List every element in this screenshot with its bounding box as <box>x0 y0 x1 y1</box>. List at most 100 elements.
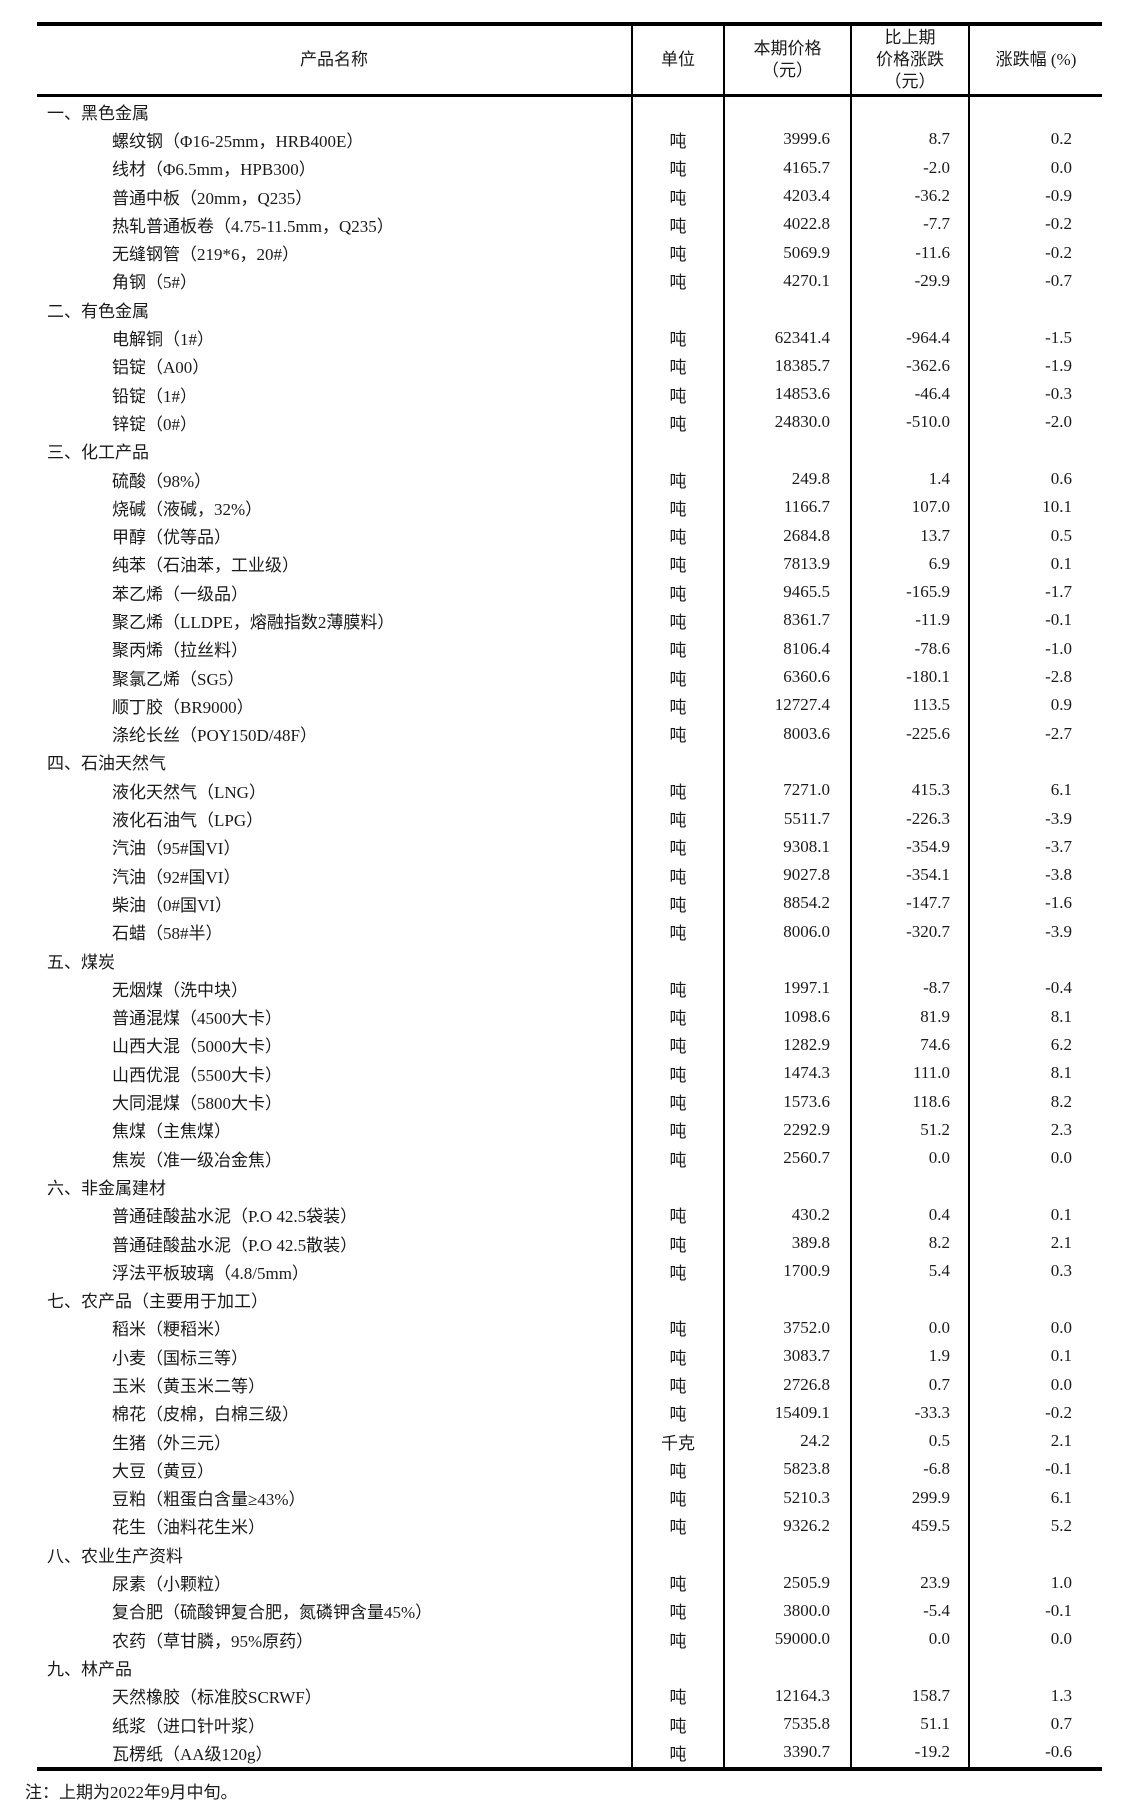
product-row: 石蜡（58#半）吨 8006.0 -320.7 -3.9 <box>37 917 1102 946</box>
header-current-price-line1: 本期价格 <box>753 39 822 58</box>
unit-cell: 吨 <box>633 1483 725 1512</box>
header-price-change-line2: 价格涨跌 <box>876 50 944 69</box>
price-cell <box>725 295 852 324</box>
product-row: 瓦楞纸（AA级120g）吨 3390.7 -19.2 -0.6 <box>37 1738 1102 1767</box>
price-cell: 1282.9 <box>725 1030 852 1060</box>
section-row: 三、化工产品 <box>37 436 1102 465</box>
unit-cell: 千克 <box>633 1426 725 1456</box>
product-name-cell: 甲醇（优等品） <box>37 521 633 550</box>
unit-cell: 吨 <box>633 804 725 833</box>
product-name-cell: 苯乙烯（一级品） <box>37 578 633 607</box>
change-cell: 8.7 <box>852 125 970 154</box>
product-row: 豆粕（粗蛋白含量≥43%）吨 5210.3 299.9 6.1 <box>37 1483 1102 1512</box>
product-name-cell: 普通混煤（4500大卡） <box>37 1002 633 1031</box>
pct-cell: 6.2 <box>1050 1034 1072 1054</box>
pct-cell: 2.1 <box>1050 1233 1072 1253</box>
unit-cell: 吨 <box>633 210 725 239</box>
unit-cell: 吨 <box>633 1455 725 1484</box>
pct-cell: -0.4 <box>1045 978 1072 998</box>
product-row: 普通硅酸盐水泥（P.O 42.5散装）吨 389.8 8.2 2.1 <box>37 1228 1102 1258</box>
change-cell: -354.1 <box>852 861 970 890</box>
pct-cell: -0.1 <box>1045 610 1072 630</box>
header-product-name: 产品名称 <box>37 26 633 94</box>
product-name-cell: 小麦（国标三等） <box>37 1342 633 1371</box>
price-cell <box>725 436 852 465</box>
change-cell: -33.3 <box>852 1398 970 1427</box>
pct-cell: 0.5 <box>1050 525 1072 545</box>
unit-cell: 吨 <box>633 606 725 635</box>
change-cell: 51.2 <box>852 1115 970 1144</box>
product-row: 农药（草甘膦，95%原药）吨 59000.0 0.0 0.0 <box>37 1625 1102 1654</box>
unit-cell: 吨 <box>633 125 725 154</box>
product-name-cell: 硫酸（98%） <box>37 464 633 494</box>
pct-cell <box>970 437 1102 465</box>
section-row: 四、石油天然气 <box>37 747 1102 777</box>
price-cell: 8106.4 <box>725 634 852 663</box>
unit-cell: 吨 <box>633 1115 725 1144</box>
pct-cell: -0.1 <box>1045 1459 1072 1479</box>
unit-cell: 吨 <box>633 578 725 607</box>
product-name-cell: 无烟煤（洗中块） <box>37 974 633 1003</box>
unit-cell: 吨 <box>633 1596 725 1626</box>
price-cell: 14853.6 <box>725 379 852 409</box>
unit-cell: 吨 <box>633 1200 725 1229</box>
pct-cell <box>970 1172 1102 1200</box>
pct-cell: 0.1 <box>1050 553 1072 573</box>
unit-cell: 吨 <box>633 153 725 182</box>
header-current-price: 本期价格 （元） <box>725 26 852 94</box>
product-name-cell: 涤纶长丝（POY150D/48F） <box>37 719 633 748</box>
price-cell: 3083.7 <box>725 1342 852 1371</box>
unit-cell: 吨 <box>633 181 725 211</box>
change-cell <box>852 945 970 975</box>
change-cell: 113.5 <box>852 691 970 720</box>
product-name-cell: 棉花（皮棉，白棉三级） <box>37 1398 633 1427</box>
product-row: 线材（Φ6.5mm，HPB300）吨 4165.7 -2.0 0.0 <box>37 153 1102 182</box>
header-price-change-line1: 比上期 <box>884 28 936 47</box>
unit-cell: 吨 <box>633 266 725 296</box>
pct-cell <box>970 1653 1102 1681</box>
unit-cell: 吨 <box>633 1625 725 1654</box>
pct-cell <box>970 1285 1102 1313</box>
change-cell: 111.0 <box>852 1059 970 1088</box>
change-cell: -78.6 <box>852 634 970 663</box>
price-cell: 59000.0 <box>725 1625 852 1654</box>
change-cell: -320.7 <box>852 917 970 946</box>
product-row: 大豆（黄豆）吨 5823.8 -6.8 -0.1 <box>37 1455 1102 1484</box>
price-cell: 9326.2 <box>725 1511 852 1541</box>
product-row: 锌锭（0#）吨 24830.0 -510.0 -2.0 <box>37 408 1102 437</box>
price-cell: 9308.1 <box>725 832 852 862</box>
product-name-cell: 焦炭（准一级冶金焦） <box>37 1143 633 1173</box>
price-cell: 12727.4 <box>725 691 852 720</box>
pct-cell: -0.9 <box>1045 186 1072 206</box>
product-name-cell: 豆粕（粗蛋白含量≥43%） <box>37 1483 633 1512</box>
pct-cell: -3.9 <box>1045 808 1072 828</box>
product-row: 甲醇（优等品）吨 2684.8 13.7 0.5 <box>37 521 1102 550</box>
section-title-cell: 七、农产品（主要用于加工） <box>37 1285 633 1314</box>
pct-cell <box>970 1540 1102 1568</box>
pct-cell: -2.8 <box>1045 667 1072 687</box>
unit-cell: 吨 <box>633 1709 725 1739</box>
product-name-cell: 山西大混（5000大卡） <box>37 1030 633 1060</box>
change-cell: 8.2 <box>852 1228 970 1258</box>
product-name-cell: 浮法平板玻璃（4.8/5mm） <box>37 1257 633 1286</box>
section-row: 二、有色金属 <box>37 295 1102 324</box>
product-row: 无烟煤（洗中块）吨 1997.1 -8.7 -0.4 <box>37 974 1102 1003</box>
product-name-cell: 铅锭（1#） <box>37 379 633 409</box>
change-cell <box>852 1172 970 1201</box>
price-cell: 1997.1 <box>725 974 852 1003</box>
pct-cell: 8.2 <box>1050 1091 1072 1111</box>
change-cell: 51.1 <box>852 1709 970 1739</box>
product-row: 热轧普通板卷（4.75-11.5mm，Q235）吨 4022.8 -7.7 -0.2 <box>37 210 1102 239</box>
change-cell: -510.0 <box>852 408 970 437</box>
change-cell: -29.9 <box>852 266 970 296</box>
product-name-cell: 生猪（外三元） <box>37 1426 633 1456</box>
product-row: 柴油（0#国VI）吨 8854.2 -147.7 -1.6 <box>37 889 1102 918</box>
pct-cell <box>970 946 1102 974</box>
change-cell: 1.9 <box>852 1342 970 1371</box>
product-name-cell: 山西优混（5500大卡） <box>37 1059 633 1088</box>
product-row: 尿素（小颗粒）吨 2505.9 23.9 1.0 <box>37 1568 1102 1597</box>
product-name-cell: 聚丙烯（拉丝料） <box>37 634 633 663</box>
product-row: 聚氯乙烯（SG5）吨 6360.6 -180.1 -2.8 <box>37 662 1102 692</box>
unit-cell: 吨 <box>633 464 725 494</box>
product-name-cell: 复合肥（硫酸钾复合肥，氮磷钾含量45%） <box>37 1596 633 1626</box>
